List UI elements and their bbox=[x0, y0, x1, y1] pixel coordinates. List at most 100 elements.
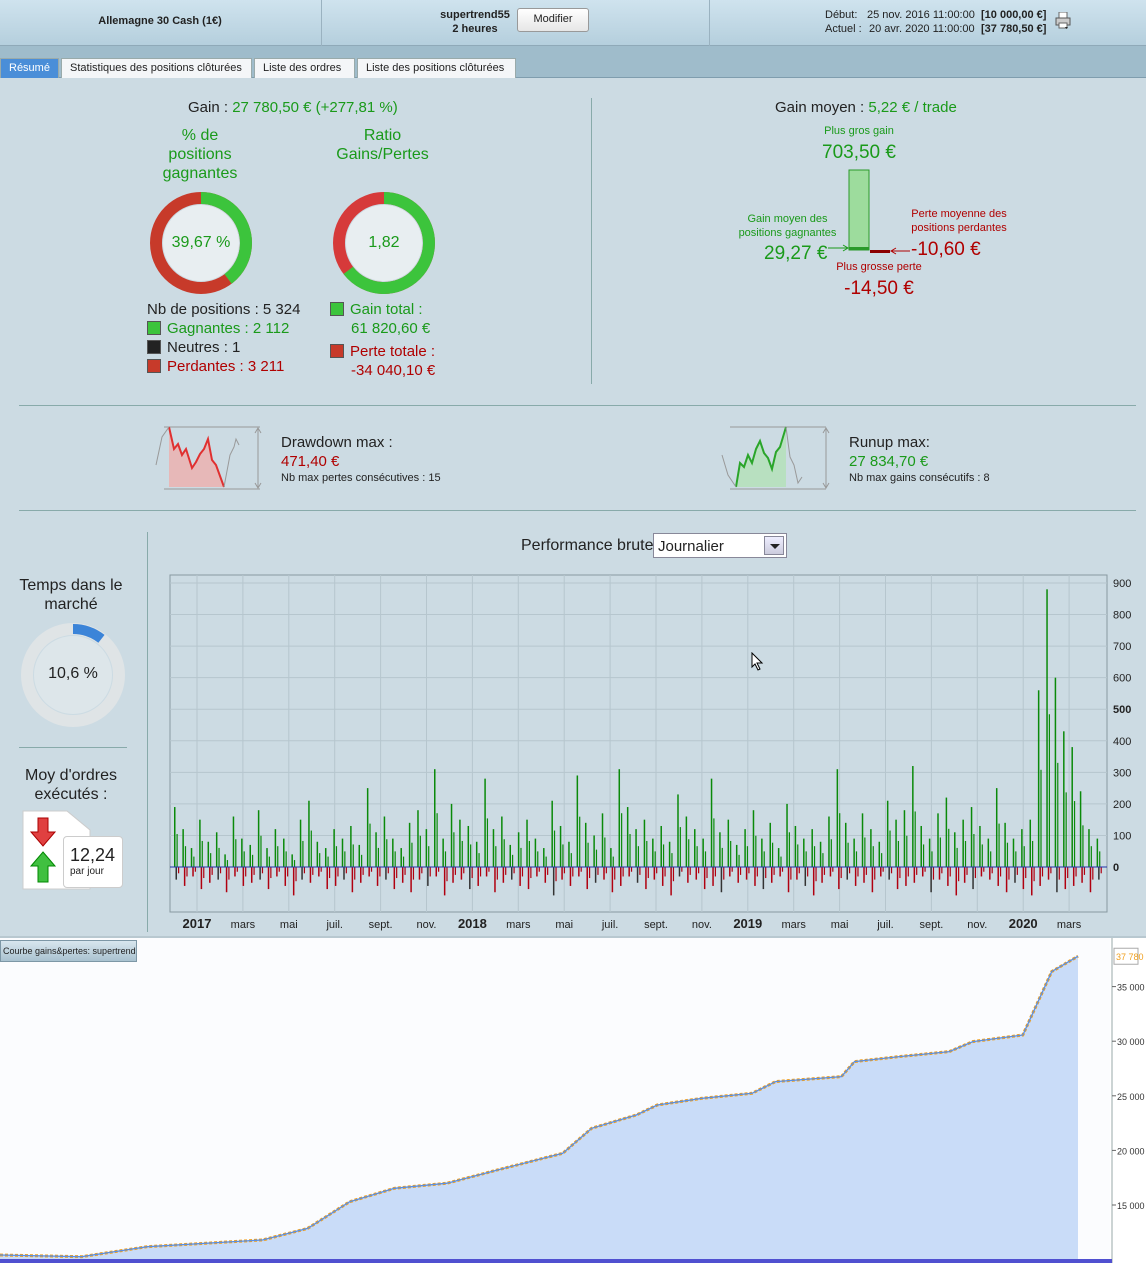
legend-black-square bbox=[147, 340, 161, 354]
gain-bar bbox=[1065, 792, 1067, 867]
loss-bar bbox=[362, 867, 364, 875]
loss-bar bbox=[203, 867, 205, 879]
loss-bar bbox=[452, 867, 454, 883]
loss-bar bbox=[469, 867, 471, 890]
loss-bar bbox=[754, 867, 756, 886]
equity-curve-chart: 15 000 20 000 25 000 30 000 35 000 37 780 bbox=[0, 938, 1145, 1263]
gain-bar bbox=[232, 816, 235, 867]
loss-bar bbox=[412, 867, 415, 880]
loss-bar bbox=[521, 867, 524, 877]
gain-bar bbox=[1006, 842, 1009, 867]
loss-bar bbox=[178, 867, 180, 874]
gain-bar bbox=[584, 822, 587, 867]
instrument-name: Allemagne 30 Cash (1€) bbox=[98, 15, 222, 27]
gain-bar bbox=[377, 847, 379, 867]
loss-bar bbox=[882, 867, 884, 872]
legend-red-square bbox=[330, 344, 344, 358]
losers-count: Perdantes : 3 211 bbox=[167, 358, 285, 375]
gain-bar bbox=[553, 830, 556, 867]
loss-bar bbox=[578, 867, 580, 877]
y-tick-label: 500 bbox=[1113, 704, 1131, 716]
gain-bar bbox=[1012, 838, 1015, 867]
gain-bar bbox=[425, 829, 428, 867]
gain-bar bbox=[302, 840, 304, 867]
x-tick-label: mars bbox=[781, 919, 806, 931]
gain-bar bbox=[906, 835, 908, 867]
gain-bar bbox=[830, 839, 832, 867]
loss-bar bbox=[538, 867, 540, 872]
chevron-down-icon[interactable] bbox=[764, 536, 784, 555]
avg-gain-diagram bbox=[828, 169, 910, 255]
gain-bar bbox=[794, 825, 797, 867]
y-tick-label: 35 000 bbox=[1117, 983, 1145, 993]
x-tick-label: 2018 bbox=[458, 916, 487, 931]
loss-bar bbox=[236, 867, 238, 872]
legend-green-square bbox=[330, 302, 344, 316]
period-select[interactable]: Journalier bbox=[653, 533, 787, 558]
y-tick-label: 15 000 bbox=[1117, 1201, 1145, 1211]
gain-bar bbox=[316, 841, 319, 867]
loss-bar bbox=[351, 867, 354, 893]
loss-bar bbox=[712, 867, 714, 886]
gain-bar bbox=[626, 807, 629, 867]
loss-bar bbox=[183, 867, 186, 886]
gain-bar bbox=[685, 816, 688, 867]
loss-bar bbox=[561, 867, 563, 880]
avg-gain-value: 5,22 € / trade bbox=[868, 99, 957, 116]
gain-bar bbox=[839, 813, 841, 867]
loss-bar bbox=[370, 867, 373, 872]
gain-bar bbox=[956, 847, 958, 867]
gain-bar bbox=[375, 832, 377, 867]
loss-bar bbox=[1067, 867, 1069, 879]
loss-bar bbox=[1056, 867, 1058, 893]
loss-bar bbox=[848, 867, 851, 874]
last-value-label: 37 780 bbox=[1116, 952, 1144, 962]
gain-bar bbox=[744, 829, 746, 867]
avg-loss-value: -10,60 € bbox=[911, 239, 981, 260]
gain-bar bbox=[922, 844, 925, 867]
runup-title: Runup max: bbox=[849, 434, 930, 451]
gain-bar bbox=[819, 841, 822, 867]
equity-area bbox=[0, 956, 1078, 1260]
gain-bar bbox=[545, 856, 547, 867]
loss-bar bbox=[947, 867, 949, 886]
gain-bar bbox=[1040, 769, 1042, 867]
loss-bar bbox=[1025, 867, 1027, 879]
gain-bar bbox=[679, 827, 681, 867]
loss-bar bbox=[863, 867, 865, 883]
loss-bar bbox=[276, 867, 278, 877]
loss-bar bbox=[603, 867, 605, 880]
loss-bar bbox=[812, 867, 815, 896]
loss-bar bbox=[209, 867, 211, 883]
drawdown-title: Drawdown max : bbox=[281, 434, 393, 451]
orders-unit: par jour bbox=[70, 866, 104, 877]
modify-button[interactable]: Modifier bbox=[517, 8, 589, 32]
loss-bar bbox=[292, 867, 295, 896]
loss-bar bbox=[194, 867, 196, 872]
loss-bar bbox=[614, 867, 616, 880]
x-tick-label: mars bbox=[1057, 919, 1082, 931]
loss-bar bbox=[1031, 867, 1033, 896]
loss-bar bbox=[1041, 867, 1044, 877]
bottom-axis bbox=[0, 1259, 1112, 1263]
loss-bar bbox=[295, 867, 297, 882]
gain-bar bbox=[1054, 677, 1057, 867]
loss-bar bbox=[698, 867, 700, 874]
gain-bar bbox=[1063, 731, 1065, 867]
gain-bar bbox=[763, 851, 765, 867]
gain-bar bbox=[1021, 829, 1023, 867]
tab-closed-positions-stats[interactable]: Statistiques des positions clôturées bbox=[61, 58, 252, 78]
gain-bar bbox=[1037, 690, 1040, 867]
printer-icon[interactable] bbox=[1055, 11, 1071, 30]
tab-closed-positions-list[interactable]: Liste des positions clôturées bbox=[357, 58, 516, 78]
loss-bar bbox=[1039, 867, 1041, 886]
gain-bar bbox=[570, 853, 572, 867]
loss-bar bbox=[259, 867, 261, 880]
tab-resume[interactable]: Résumé bbox=[0, 58, 59, 78]
tab-orders-list[interactable]: Liste des ordres bbox=[254, 58, 355, 78]
gain-bar bbox=[268, 856, 270, 867]
loss-bar bbox=[771, 867, 773, 883]
gain-bar bbox=[402, 856, 405, 867]
gain-bar bbox=[1048, 714, 1050, 867]
loss-bar bbox=[318, 867, 320, 877]
